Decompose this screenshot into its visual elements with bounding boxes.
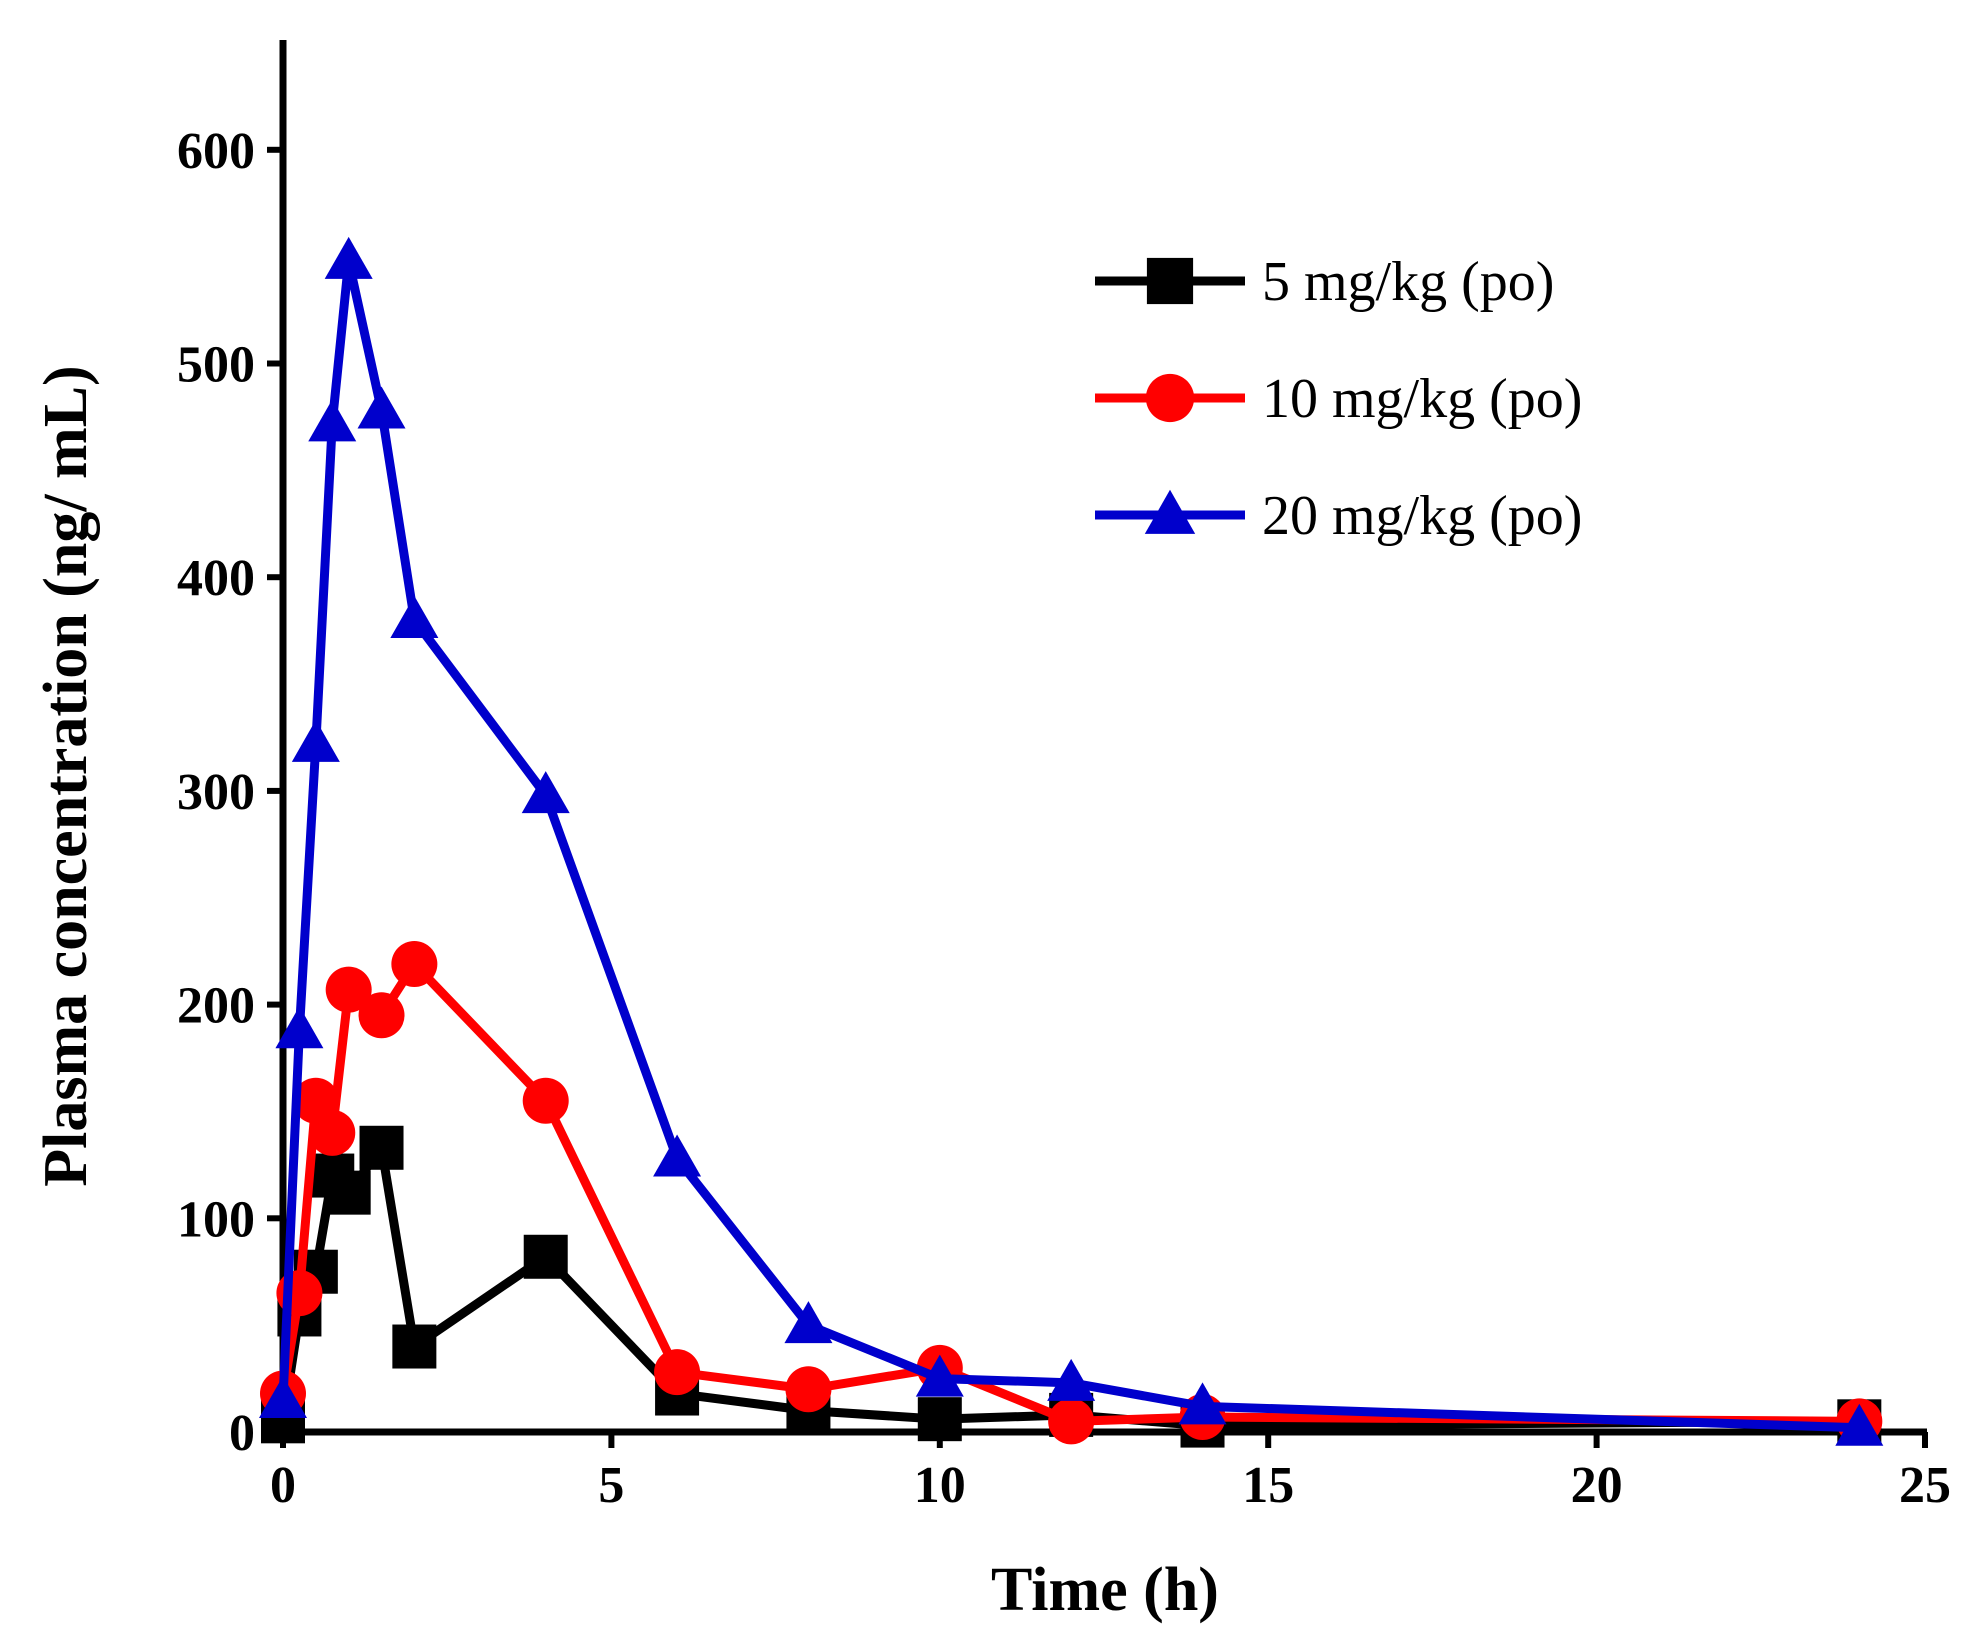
x-axis-title: Time (h)	[991, 1556, 1219, 1624]
circle-marker	[785, 1366, 832, 1413]
axes: 0 100 200 300 400 500 600 0 5 10 15 20 25	[177, 40, 1951, 1514]
circle-marker	[309, 1109, 356, 1156]
legend-entry: 20 mg/kg (po)	[1095, 485, 1582, 547]
legend-entry: 10 mg/kg (po)	[1095, 368, 1582, 430]
y-tick-label: 300	[177, 764, 255, 821]
circle-marker	[1145, 373, 1195, 423]
triangle-marker	[521, 771, 570, 814]
triangle-marker	[291, 719, 340, 762]
triangle-marker	[308, 399, 357, 442]
circle-marker	[391, 940, 438, 987]
y-tick-label: 100	[177, 1191, 255, 1248]
x-tick-label: 5	[598, 1457, 624, 1514]
legend-entry: 5 mg/kg (po)	[1095, 251, 1554, 313]
y-axis-title: Plasma concentration (ng/ mL)	[32, 365, 100, 1186]
triangle-marker	[1835, 1403, 1884, 1446]
series-3	[259, 236, 1884, 1446]
legend: 5 mg/kg (po) 10 mg/kg (po) 20 mg/kg (po)	[1095, 251, 1582, 547]
y-tick-label: 500	[177, 337, 255, 394]
triangle-marker	[1144, 489, 1196, 534]
circle-marker	[358, 992, 405, 1039]
series-layer	[259, 236, 1884, 1448]
circle-marker	[522, 1077, 569, 1124]
y-tick-label: 0	[229, 1405, 255, 1462]
square-marker	[917, 1397, 962, 1442]
x-tick-label: 15	[1242, 1457, 1294, 1514]
triangle-marker	[1047, 1358, 1096, 1401]
legend-label: 20 mg/kg (po)	[1262, 485, 1582, 547]
triangle-marker	[324, 236, 373, 279]
square-marker	[392, 1324, 437, 1369]
triangle-marker	[390, 595, 439, 638]
triangle-marker	[357, 386, 406, 429]
square-marker	[326, 1170, 371, 1215]
triangle-marker	[653, 1134, 702, 1177]
triangle-marker	[915, 1354, 964, 1397]
square-marker	[1146, 257, 1194, 305]
triangle-marker	[275, 1006, 324, 1049]
x-tick-label: 10	[914, 1457, 966, 1514]
circle-marker	[325, 966, 372, 1013]
legend-label: 5 mg/kg (po)	[1262, 251, 1554, 313]
series-line	[278, 959, 1860, 1426]
circle-marker	[654, 1349, 701, 1396]
triangle-marker	[1178, 1382, 1227, 1425]
square-marker	[359, 1125, 404, 1170]
x-tick-label: 20	[1571, 1457, 1623, 1514]
series-line	[278, 256, 1860, 1433]
triangle-marker	[259, 1375, 307, 1418]
legend-label: 10 mg/kg (po)	[1262, 368, 1582, 430]
x-tick-label: 0	[270, 1457, 296, 1514]
x-tick-label: 25	[1899, 1457, 1951, 1514]
circle-marker	[1048, 1398, 1095, 1445]
y-tick-label: 400	[177, 550, 255, 607]
y-tick-label: 600	[177, 123, 255, 180]
square-marker	[523, 1234, 568, 1279]
y-tick-label: 200	[177, 978, 255, 1035]
triangle-marker	[784, 1301, 833, 1344]
